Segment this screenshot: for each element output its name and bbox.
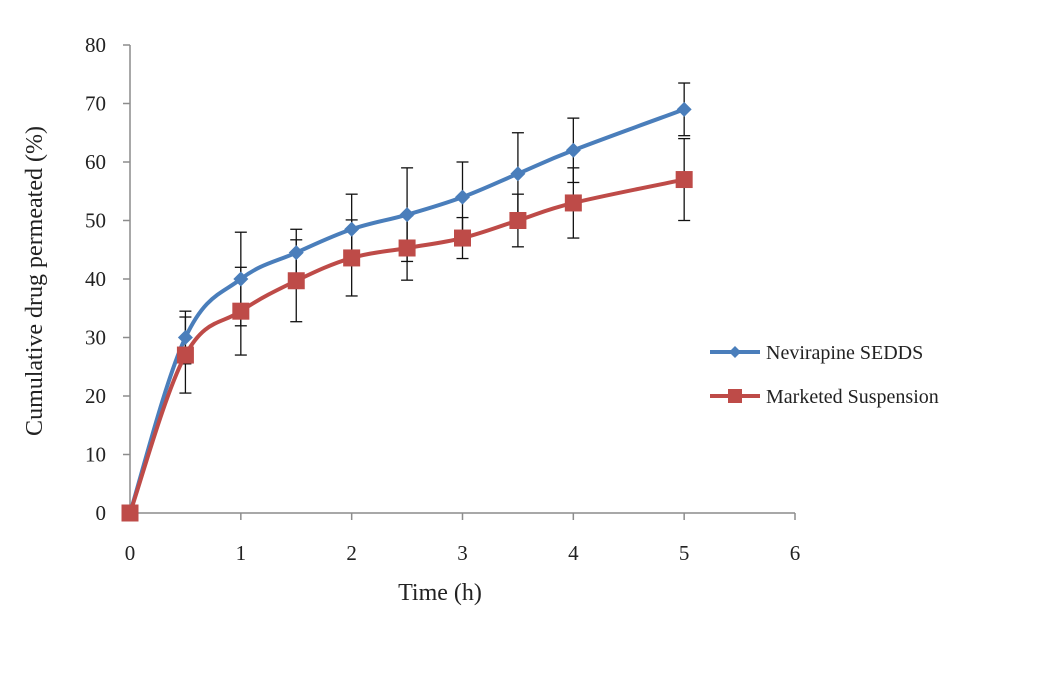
data-point-diamond [676, 101, 692, 117]
y-tick-label: 50 [85, 209, 106, 233]
x-axis-title: Time (h) [398, 580, 482, 606]
data-point-diamond [344, 221, 360, 237]
x-tick-label: 4 [568, 541, 579, 565]
y-tick-label: 60 [85, 150, 106, 174]
data-point-square [287, 272, 305, 290]
data-point-square [176, 346, 194, 364]
legend-label: Nevirapine SEDDS [766, 342, 923, 364]
y-tick-label: 20 [85, 384, 106, 408]
x-tick-label: 5 [679, 541, 690, 565]
data-point-diamond [510, 166, 526, 182]
data-point-square [232, 302, 250, 320]
legend-marker-diamond [729, 346, 741, 358]
data-point-diamond [288, 245, 304, 261]
y-tick-label: 30 [85, 326, 106, 350]
data-point-diamond [399, 207, 415, 223]
data-point-square [509, 212, 527, 229]
x-tick-label: 2 [346, 541, 357, 565]
data-point-square [343, 249, 361, 267]
x-tick-label: 6 [790, 541, 801, 565]
series-markers [121, 101, 693, 522]
data-point-diamond [233, 271, 249, 287]
axes: 0 10 20 30 40 50 60 70 80 0 1 2 3 4 5 6 [85, 33, 800, 565]
data-point-square [398, 239, 416, 257]
y-tick-label: 40 [85, 267, 106, 291]
data-point-square [564, 194, 582, 212]
data-point-square [454, 229, 471, 247]
data-point-square [675, 171, 693, 189]
data-point-square [121, 504, 139, 522]
x-tick-label: 1 [236, 541, 247, 565]
x-tick-label: 0 [125, 541, 136, 565]
data-point-diamond [565, 142, 581, 158]
legend-label: Marketed Suspension [766, 386, 939, 408]
data-point-diamond [177, 330, 193, 345]
x-tick-label: 3 [457, 541, 468, 565]
y-axis-title: Cumulative drug permeated (%) [22, 126, 48, 436]
legend-marker-square [728, 389, 742, 403]
y-tick-label: 0 [96, 501, 107, 525]
y-tick-label: 80 [85, 33, 106, 57]
y-tick-label: 70 [85, 92, 106, 116]
legend: Nevirapine SEDDS Marketed Suspension [710, 342, 939, 408]
data-point-diamond [455, 189, 470, 205]
error-bars [179, 82, 691, 394]
y-tick-label: 10 [85, 443, 106, 467]
